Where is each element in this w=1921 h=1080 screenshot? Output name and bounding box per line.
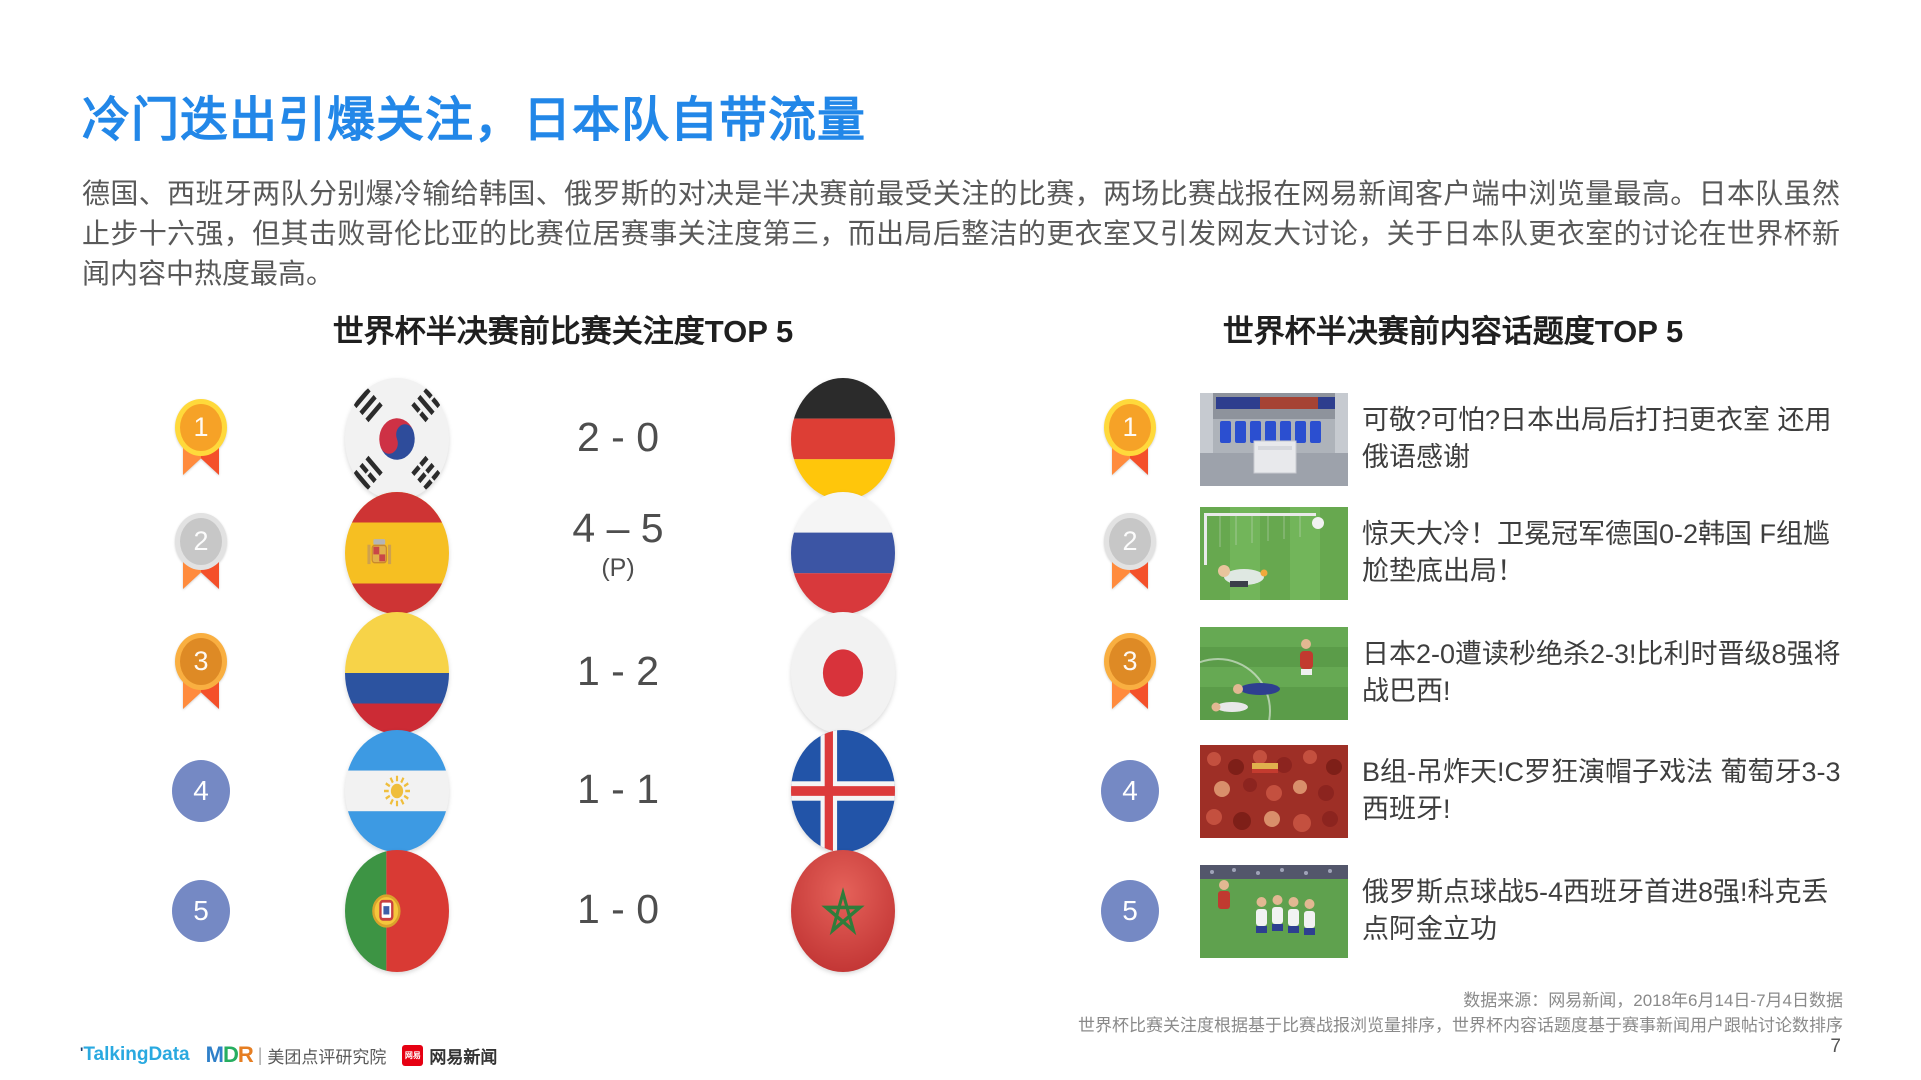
headline-text: 惊天大冷！卫冕冠军德国0-2韩国 F组尴尬垫底出局！ <box>1362 519 1831 586</box>
mdr-letter-d: D <box>222 1042 239 1067</box>
match-score: 1 - 2 <box>528 646 708 696</box>
news-headline: B组-吊炸天!C罗狂演帽子戏法 葡萄牙3-3西班牙! <box>1362 743 1850 839</box>
russia-flag-icon <box>791 492 895 614</box>
headline-text: 可敬?可怕?日本出局后打扫更衣室 还用俄语感谢 <box>1362 405 1832 472</box>
news-thumbnail-fans-crowd <box>1200 745 1348 838</box>
match-score: 1 - 1 <box>528 764 708 814</box>
meituan-research-name: 美团点评研究院 <box>267 1047 387 1067</box>
match-score: 1 - 0 <box>528 884 708 934</box>
left-panel-title: 世界杯半决赛前比赛关注度TOP 5 <box>332 314 794 349</box>
summary-paragraph: 德国、西班牙两队分别爆冷输给韩国、俄罗斯的对决是半决赛前最受关注的比赛，两场比赛… <box>82 178 1840 289</box>
rank-number: 3 <box>1104 633 1156 690</box>
rank-number-text: 5 <box>193 895 209 926</box>
news-thumbnail-team-celebration <box>1200 865 1348 958</box>
meituan-dianping-research-logo: MDR | 美团点评研究院 <box>206 1042 387 1068</box>
news-headline: 俄罗斯点球战5-4西班牙首进8强!科克丢点阿金立功 <box>1362 863 1850 959</box>
rank-number: 1 <box>1104 399 1156 456</box>
spain-flag-icon <box>345 492 449 614</box>
mdr-letter-r: R <box>237 1042 254 1067</box>
score-text: 1 - 2 <box>576 648 660 694</box>
rank-5-badge: 5 <box>172 880 230 942</box>
data-source-line-1: 数据来源：网易新闻，2018年6月14日-7月4日数据 <box>1463 991 1843 1010</box>
headline-text: 日本2-0遭读秒绝杀2-3!比利时晋级8强将战巴西! <box>1362 639 1841 706</box>
news-headline: 日本2-0遭读秒绝杀2-3!比利时晋级8强将战巴西! <box>1362 625 1850 721</box>
rank-1-medal-icon: 1 <box>1104 399 1156 477</box>
rank-3-medal-icon: 3 <box>175 633 227 711</box>
rank-number-text: 3 <box>1122 646 1138 676</box>
rank-number: 1 <box>175 399 227 456</box>
talkingdata-logo-text: TalkingData <box>83 1044 190 1065</box>
south-korea-flag-icon <box>345 378 449 500</box>
rank-4-badge: 4 <box>1101 760 1159 822</box>
rank-number-text: 1 <box>1122 412 1138 442</box>
rank-number-text: 2 <box>193 526 209 556</box>
rank-3-medal-icon: 3 <box>1104 633 1156 711</box>
rank-number: 2 <box>1104 513 1156 570</box>
rank-number-text: 4 <box>193 775 209 806</box>
talkingdata-logo: 'TalkingData <box>80 1044 190 1066</box>
rank-5-badge: 5 <box>1101 880 1159 942</box>
netease-news-name: 网易新闻 <box>429 1047 498 1067</box>
news-headline: 可敬?可怕?日本出局后打扫更衣室 还用俄语感谢 <box>1362 391 1850 487</box>
iceland-flag-icon <box>791 730 895 852</box>
rank-1-medal-icon: 1 <box>175 399 227 477</box>
rank-number: 3 <box>175 633 227 690</box>
headline-text: B组-吊炸天!C罗狂演帽子戏法 葡萄牙3-3西班牙! <box>1362 757 1841 824</box>
score-text: 1 - 1 <box>576 766 660 812</box>
rank-number-text: 5 <box>1122 895 1138 926</box>
netease-news-logo: 网易 网易新闻 <box>402 1043 497 1068</box>
match-score: 2 - 0 <box>528 412 708 462</box>
argentina-flag-icon <box>345 730 449 852</box>
score-text: 4 – 5 <box>572 505 664 551</box>
score-text: 2 - 0 <box>576 414 660 460</box>
rank-number-text: 1 <box>193 412 209 442</box>
talkingdata-logo-mark: ' <box>80 1044 84 1060</box>
germany-flag-icon <box>791 378 895 500</box>
news-headline: 惊天大冷！卫冕冠军德国0-2韩国 F组尴尬垫底出局！ <box>1362 505 1850 601</box>
rank-2-medal-icon: 2 <box>1104 513 1156 591</box>
penalty-note: (P) <box>601 554 635 582</box>
news-thumbnail-players-on-pitch <box>1200 627 1348 720</box>
netease-badge-icon: 网易 <box>402 1044 424 1066</box>
logo-divider: | <box>257 1044 263 1065</box>
mdr-letters: MDR <box>205 1042 254 1068</box>
right-panel-title: 世界杯半决赛前内容话题度TOP 5 <box>1222 314 1684 349</box>
score-text: 1 - 0 <box>576 886 660 932</box>
data-source-line-2: 世界杯比赛关注度根据基于比赛战报浏览量排序，世界杯内容话题度基于赛事新闻用户跟帖… <box>1078 1016 1843 1035</box>
page-title: 冷门迭出引爆关注，日本队自带流量 <box>82 94 867 147</box>
news-thumbnail-locker-room <box>1200 393 1348 486</box>
rank-number-text: 2 <box>1122 526 1138 556</box>
rank-4-badge: 4 <box>172 760 230 822</box>
portugal-flag-icon <box>345 850 449 972</box>
mdr-letter-m: M <box>205 1042 224 1067</box>
japan-flag-icon <box>791 612 895 734</box>
news-thumbnail-goalkeeper-save <box>1200 507 1348 600</box>
rank-2-medal-icon: 2 <box>175 513 227 591</box>
rank-number-text: 3 <box>193 646 209 676</box>
morocco-flag-icon <box>791 850 895 972</box>
rank-number-text: 4 <box>1122 775 1138 806</box>
colombia-flag-icon <box>345 612 449 734</box>
match-score: 4 – 5 (P) <box>528 503 708 583</box>
headline-text: 俄罗斯点球战5-4西班牙首进8强!科克丢点阿金立功 <box>1362 877 1829 944</box>
footer-logos: 'TalkingData MDR | 美团点评研究院 网易 网易新闻 <box>80 1042 497 1068</box>
page-number: 7 <box>1830 1036 1841 1057</box>
rank-number: 2 <box>175 513 227 570</box>
